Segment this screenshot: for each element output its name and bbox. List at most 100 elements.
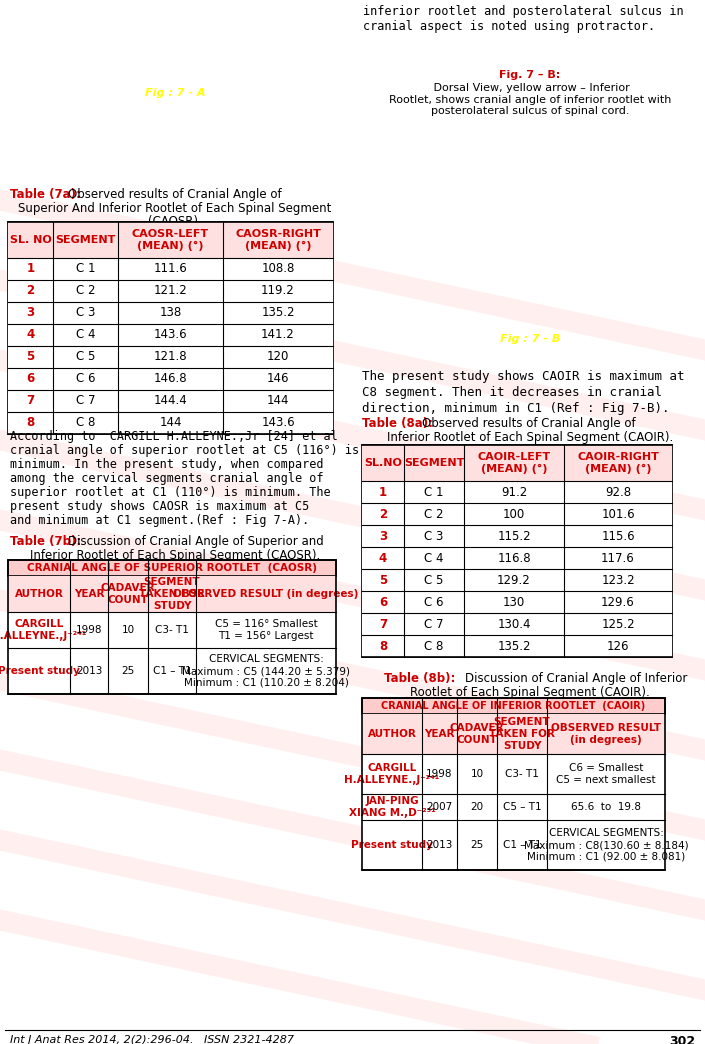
Text: direction, minimum in C1 (Ref : Fig 7-B).: direction, minimum in C1 (Ref : Fig 7-B)… [362, 402, 670, 416]
Text: SL.NO: SL.NO [364, 458, 402, 468]
Bar [362, 503, 672, 525]
Text: 1: 1 [379, 485, 387, 498]
Text: C 5: C 5 [424, 573, 443, 587]
Bar [8, 576, 336, 612]
Text: 144.4: 144.4 [154, 395, 188, 407]
Text: CAOIR-LEFT
(MEAN) (°): CAOIR-LEFT (MEAN) (°) [477, 452, 551, 474]
Text: 130: 130 [503, 595, 525, 609]
Bar [362, 445, 672, 657]
Text: 143.6: 143.6 [261, 417, 295, 429]
Text: CRANIAL ANGLE OF SUPERIOR ROOTLET  (CAOSR): CRANIAL ANGLE OF SUPERIOR ROOTLET (CAOSR… [27, 563, 317, 573]
Text: 92.8: 92.8 [605, 485, 631, 498]
Bar [362, 445, 672, 481]
Text: 130.4: 130.4 [497, 617, 531, 631]
Bar [362, 525, 672, 547]
Text: 5: 5 [379, 573, 387, 587]
Text: SEGMENT
TAKEN FOR
STUDY: SEGMENT TAKEN FOR STUDY [139, 577, 205, 611]
Text: 138: 138 [159, 307, 182, 319]
Bar [8, 390, 333, 412]
Bar [8, 258, 333, 280]
Text: 117.6: 117.6 [601, 551, 635, 565]
Text: 2013: 2013 [427, 840, 453, 850]
Text: 144: 144 [159, 417, 182, 429]
Bar [362, 569, 672, 591]
Text: C 1: C 1 [75, 262, 95, 276]
Text: 25: 25 [121, 666, 135, 677]
Text: 302: 302 [669, 1035, 695, 1044]
Text: C3- T1: C3- T1 [155, 625, 189, 635]
Text: 1998: 1998 [427, 769, 453, 779]
Text: 100: 100 [503, 507, 525, 521]
Text: AUTHOR: AUTHOR [15, 589, 63, 599]
Bar [362, 794, 665, 820]
Text: SL. NO: SL. NO [10, 235, 51, 245]
Text: 146.8: 146.8 [154, 373, 188, 385]
Text: 120: 120 [266, 351, 289, 363]
Text: 2: 2 [379, 507, 387, 521]
Text: SEGMENT
TAKEN FOR
STUDY: SEGMENT TAKEN FOR STUDY [489, 717, 555, 751]
Bar [8, 612, 336, 648]
Bar [362, 698, 665, 870]
Bar [8, 648, 336, 694]
Bar [8, 280, 333, 302]
Text: 116.8: 116.8 [497, 551, 531, 565]
Text: 121.8: 121.8 [154, 351, 188, 363]
Text: Superior And Inferior Rootlet of Each Spinal Segment: Superior And Inferior Rootlet of Each Sp… [18, 201, 331, 215]
Text: Fig. 7 – B:: Fig. 7 – B: [499, 70, 560, 80]
Text: 143.6: 143.6 [154, 329, 188, 341]
Text: YEAR: YEAR [74, 589, 104, 599]
Text: Present study: Present study [0, 666, 80, 677]
Text: 144: 144 [266, 395, 289, 407]
Text: JAN-PING
XIANG M.,D⁻²⁵¹: JAN-PING XIANG M.,D⁻²⁵¹ [349, 797, 436, 817]
Text: 10: 10 [121, 625, 135, 635]
Text: present study shows CAOSR is maximum at C5: present study shows CAOSR is maximum at … [10, 500, 309, 513]
Text: C 4: C 4 [424, 551, 443, 565]
Bar [8, 302, 333, 324]
Text: C 5: C 5 [76, 351, 95, 363]
Bar [362, 754, 665, 794]
Text: 20: 20 [470, 802, 484, 812]
Bar [8, 222, 333, 258]
Text: YEAR: YEAR [424, 729, 455, 739]
Text: C1 – T1: C1 – T1 [153, 666, 191, 677]
Text: 3: 3 [379, 529, 387, 543]
Bar [8, 560, 336, 576]
Text: 7: 7 [379, 617, 387, 631]
Text: 4: 4 [379, 551, 387, 565]
Text: CRANIAL ANGLE OF INFERIOR ROOTLET  (CAOIR): CRANIAL ANGLE OF INFERIOR ROOTLET (CAOIR… [381, 701, 646, 711]
Text: Observed results of Cranial Angle of: Observed results of Cranial Angle of [68, 188, 281, 201]
Text: 25: 25 [470, 840, 484, 850]
Text: The present study shows CAOIR is maximum at: The present study shows CAOIR is maximum… [362, 370, 685, 383]
Text: 5: 5 [26, 351, 35, 363]
Bar [362, 820, 665, 870]
Text: 7: 7 [27, 395, 35, 407]
Text: C 8: C 8 [424, 640, 443, 652]
Text: C1 – T1: C1 – T1 [503, 840, 541, 850]
Text: C 6: C 6 [424, 595, 443, 609]
Text: 1: 1 [27, 262, 35, 276]
Text: 8: 8 [26, 417, 35, 429]
Bar [362, 481, 672, 503]
Text: Present study: Present study [351, 840, 433, 850]
Text: C5 – T1: C5 – T1 [503, 802, 541, 812]
Text: 4: 4 [26, 329, 35, 341]
Bar [8, 560, 336, 694]
Text: C 1: C 1 [424, 485, 443, 498]
Text: 126: 126 [607, 640, 630, 652]
Text: minimum. In the present study, when compared: minimum. In the present study, when comp… [10, 458, 324, 471]
Text: 2: 2 [27, 285, 35, 298]
Text: inferior rootlet and posterolateral sulcus in
cranial aspect is noted using prot: inferior rootlet and posterolateral sulc… [363, 5, 684, 33]
Bar [8, 412, 333, 434]
Text: Table (8a):: Table (8a): [362, 417, 433, 430]
Text: C 2: C 2 [75, 285, 95, 298]
Bar [362, 591, 672, 613]
Text: Dorsal View, yellow arrow – Inferior
Rootlet, shows cranial angle of inferior ro: Dorsal View, yellow arrow – Inferior Roo… [389, 84, 671, 116]
Text: SEGMENT: SEGMENT [55, 235, 116, 245]
Text: SEGMENT: SEGMENT [404, 458, 464, 468]
Bar [8, 367, 333, 390]
Text: 146: 146 [266, 373, 289, 385]
Text: C 2: C 2 [424, 507, 443, 521]
Bar [362, 547, 672, 569]
Text: 91.2: 91.2 [501, 485, 527, 498]
Text: C8 segment. Then it decreases in cranial: C8 segment. Then it decreases in cranial [362, 386, 662, 399]
